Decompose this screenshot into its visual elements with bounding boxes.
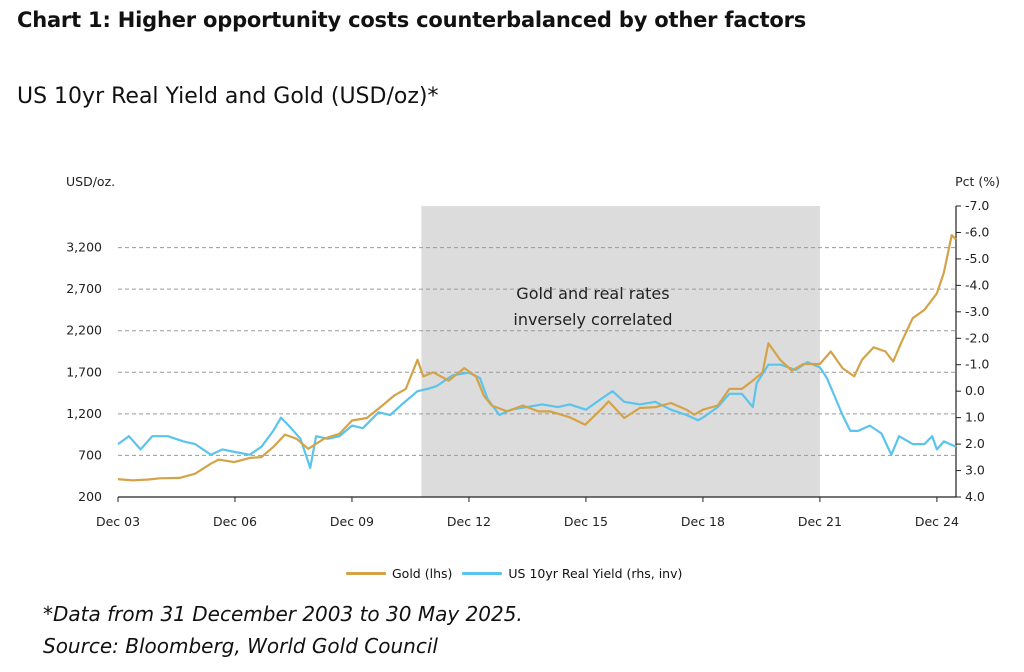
right-tick-label: 0.0 — [965, 383, 985, 398]
shaded-region — [421, 206, 820, 497]
left-tick-label: 1,700 — [66, 364, 102, 379]
annotation-line-1: Gold and real rates — [516, 284, 669, 303]
right-tick-label: -7.0 — [965, 198, 989, 213]
series-line-gold — [117, 234, 957, 482]
right-tick-label: 2.0 — [965, 436, 985, 451]
legend-item-gold: Gold (lhs) — [346, 566, 452, 581]
x-tick-label: Dec 21 — [798, 514, 842, 529]
x-tick-label: Dec 18 — [681, 514, 725, 529]
left-tick-label: 2,200 — [66, 323, 102, 338]
right-tick-label: 4.0 — [965, 489, 985, 504]
chart-title: Chart 1: Higher opportunity costs counte… — [17, 8, 807, 32]
right-axis-label: Pct (%) — [955, 174, 1000, 189]
legend-label-gold: Gold (lhs) — [392, 566, 453, 581]
x-tick-label: Dec 12 — [447, 514, 491, 529]
right-tick-label: 3.0 — [965, 463, 985, 478]
left-tick-label: 3,200 — [66, 240, 102, 255]
left-tick-label: 2,700 — [66, 281, 102, 296]
legend-item-real-yield: US 10yr Real Yield (rhs, inv) — [462, 566, 682, 581]
left-axis-label: USD/oz. — [66, 174, 115, 189]
right-tick-label: -1.0 — [965, 357, 989, 372]
annotation-line-2: inversely correlated — [513, 310, 672, 329]
right-tick-label: 1.0 — [965, 410, 985, 425]
series-line-real-yield — [117, 361, 957, 469]
chart-canvas: 200 700 1,200 1,700 2,200 2,700 3,200 USD/oz. 4.… — [66, 174, 1000, 529]
left-tick-label: 200 — [78, 489, 102, 504]
x-tick-label: Dec 24 — [915, 514, 959, 529]
chart-subtitle: US 10yr Real Yield and Gold (USD/oz)* — [17, 84, 439, 109]
left-tick-label: 700 — [78, 447, 102, 462]
legend-swatch-gold — [346, 572, 386, 575]
right-tick-label: -2.0 — [965, 330, 989, 345]
right-tick-label: -4.0 — [965, 277, 989, 292]
legend: Gold (lhs) US 10yr Real Yield (rhs, inv) — [346, 566, 682, 581]
x-tick-label: Dec 06 — [213, 514, 257, 529]
x-tick-label: Dec 15 — [564, 514, 608, 529]
right-tick-label: -3.0 — [965, 304, 989, 319]
x-tick-label: Dec 09 — [330, 514, 374, 529]
left-tick-label: 1,200 — [66, 406, 102, 421]
x-tick-label: Dec 03 — [96, 514, 140, 529]
right-tick-label: -6.0 — [965, 224, 989, 239]
right-tick-label: -5.0 — [965, 251, 989, 266]
legend-swatch-real-yield — [462, 572, 503, 575]
legend-label-real-yield: US 10yr Real Yield (rhs, inv) — [508, 566, 683, 581]
footnote: *Data from 31 December 2003 to 30 May 20… — [43, 602, 523, 626]
source-note: Source: Bloomberg, World Gold Council — [43, 634, 438, 658]
